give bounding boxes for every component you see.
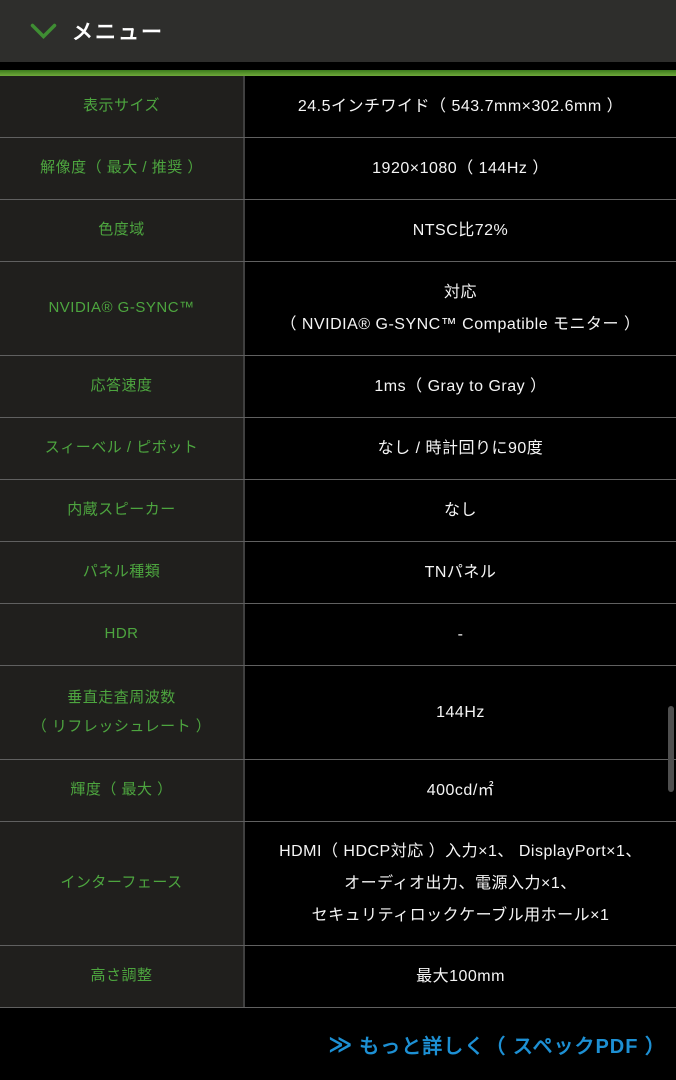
spec-value: 400cd/㎡ (245, 760, 676, 821)
table-row-refresh-rate: 垂直走査周波数 （ リフレッシュレート ） 144Hz (0, 666, 676, 760)
spec-value: 対応 （ NVIDIA® G-SYNC™ Compatible モニター ） (245, 262, 676, 355)
green-accent-bar (0, 70, 676, 76)
table-row-interface: インターフェース HDMI（ HDCP対応 ）入力×1、 DisplayPort… (0, 822, 676, 946)
spec-value: なし (245, 480, 676, 541)
spec-value: 1920×1080（ 144Hz ） (245, 138, 676, 199)
spec-label: 解像度（ 最大 / 推奨 ） (0, 138, 245, 199)
spec-label: スィーベル / ピボット (0, 418, 245, 479)
spec-label: 応答速度 (0, 356, 245, 417)
table-row-display-size: 表示サイズ 24.5インチワイド（ 543.7mm×302.6mm ） (0, 76, 676, 138)
spec-label: インターフェース (0, 822, 245, 945)
scrollbar-thumb[interactable] (668, 706, 674, 792)
footer: ≫ もっと詳しく（ スペックPDF ） (0, 1008, 676, 1080)
spec-value: HDMI（ HDCP対応 ）入力×1、 DisplayPort×1、 オーディオ… (245, 822, 676, 945)
spec-label: 表示サイズ (0, 76, 245, 137)
menu-label: メニュー (72, 21, 164, 44)
spec-label: 垂直走査周波数 （ リフレッシュレート ） (0, 666, 245, 759)
spec-label: 内蔵スピーカー (0, 480, 245, 541)
spec-value: NTSC比72% (245, 200, 676, 261)
menu-toggle-header[interactable]: メニュー (0, 0, 676, 62)
chevron-down-icon (30, 23, 57, 39)
table-row-brightness: 輝度（ 最大 ） 400cd/㎡ (0, 760, 676, 822)
spec-value: 144Hz (245, 666, 676, 759)
table-row-response-time: 応答速度 1ms（ Gray to Gray ） (0, 356, 676, 418)
table-row-speakers: 内蔵スピーカー なし (0, 480, 676, 542)
spec-label: 色度域 (0, 200, 245, 261)
spec-table: 表示サイズ 24.5インチワイド（ 543.7mm×302.6mm ） 解像度（… (0, 76, 676, 1008)
spec-value: TNパネル (245, 542, 676, 603)
spec-pdf-link-label: もっと詳しく（ スペックPDF ） (359, 1035, 666, 1058)
spec-value: なし / 時計回りに90度 (245, 418, 676, 479)
spec-value: 最大100mm (245, 946, 676, 1007)
table-row-gsync: NVIDIA® G-SYNC™ 対応 （ NVIDIA® G-SYNC™ Com… (0, 262, 676, 356)
spec-label: 高さ調整 (0, 946, 245, 1007)
table-row-swivel-pivot: スィーベル / ピボット なし / 時計回りに90度 (0, 418, 676, 480)
table-row-color-gamut: 色度域 NTSC比72% (0, 200, 676, 262)
table-row-resolution: 解像度（ 最大 / 推奨 ） 1920×1080（ 144Hz ） (0, 138, 676, 200)
table-row-hdr: HDR - (0, 604, 676, 666)
table-row-height-adjust: 高さ調整 最大100mm (0, 946, 676, 1008)
spec-value: 24.5インチワイド（ 543.7mm×302.6mm ） (245, 76, 676, 137)
table-row-panel-type: パネル種類 TNパネル (0, 542, 676, 604)
spec-label: 輝度（ 最大 ） (0, 760, 245, 821)
spec-pdf-link[interactable]: ≫ もっと詳しく（ スペックPDF ） (328, 1030, 666, 1059)
spec-label: パネル種類 (0, 542, 245, 603)
spec-value: 1ms（ Gray to Gray ） (245, 356, 676, 417)
double-chevron-right-icon: ≫ (328, 1030, 353, 1057)
spec-value: - (245, 604, 676, 665)
spec-label: NVIDIA® G-SYNC™ (0, 262, 245, 355)
spec-label: HDR (0, 604, 245, 665)
